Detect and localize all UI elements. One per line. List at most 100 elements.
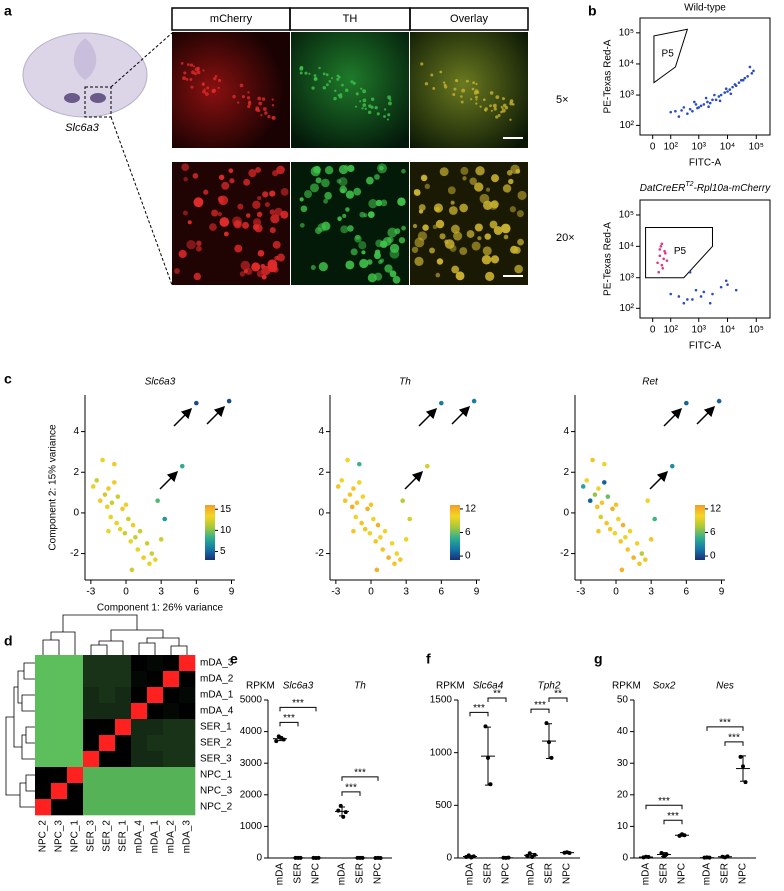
cell	[334, 89, 337, 93]
event-dot	[718, 99, 722, 103]
heat-cell	[51, 655, 68, 672]
cell	[475, 102, 478, 105]
column-label: SER_1	[118, 820, 129, 852]
cell	[362, 89, 367, 94]
row-label: mDA_4	[200, 706, 234, 717]
y-tick-label: 4000	[240, 726, 263, 737]
cell	[340, 225, 349, 234]
cell	[338, 76, 341, 79]
significance-bracket	[487, 697, 507, 702]
replicate-dot	[549, 755, 554, 760]
event-dot	[661, 266, 665, 270]
event-dot	[752, 69, 755, 73]
event-dot	[737, 81, 741, 84]
heat-cell	[163, 799, 180, 816]
cell-dot	[599, 500, 605, 506]
category-label: mDA	[275, 863, 286, 886]
heat-cell	[147, 799, 164, 816]
category-label: mDA	[641, 863, 652, 886]
cell	[313, 77, 318, 81]
heat-cell	[67, 767, 84, 784]
event-dot	[688, 107, 692, 111]
colorbar-label: 12	[465, 504, 477, 515]
cell-dot	[345, 457, 350, 463]
cell	[447, 186, 456, 195]
heat-cell	[99, 783, 116, 800]
cell	[493, 107, 497, 111]
y-tick-label: 2	[318, 467, 324, 478]
cell-dot	[362, 526, 368, 532]
replicate-dot	[483, 724, 488, 729]
cell	[345, 190, 355, 199]
cell-dot	[618, 539, 624, 544]
event-dot	[726, 283, 729, 286]
cell-dot	[382, 528, 388, 534]
x-tick-label: 6	[684, 587, 690, 598]
significance-label: ***	[292, 698, 304, 709]
heat-cell	[115, 799, 132, 816]
cell	[485, 271, 495, 282]
cell	[344, 88, 349, 93]
cell-dot	[380, 547, 386, 552]
heat-cell	[67, 655, 84, 672]
gene-label: Slc6a3	[283, 681, 314, 692]
cell	[435, 272, 441, 278]
cell	[389, 270, 397, 278]
cell-dot	[400, 498, 405, 504]
cell	[388, 101, 392, 106]
cell-dot	[594, 504, 600, 510]
cell	[497, 113, 501, 117]
cell	[379, 165, 384, 171]
cell	[439, 70, 443, 74]
cell	[269, 209, 275, 215]
cell	[474, 223, 483, 232]
cell	[217, 78, 222, 83]
cell	[221, 181, 230, 190]
cell	[420, 62, 424, 66]
cell	[196, 66, 200, 71]
cell	[368, 199, 378, 209]
magnification: 5×	[556, 94, 569, 106]
significance-label: ***	[473, 703, 485, 714]
significance-bracket	[645, 804, 683, 810]
replicate-dot	[274, 739, 279, 744]
cell	[214, 74, 218, 78]
heat-cell	[83, 735, 100, 752]
cell-dot	[354, 500, 360, 506]
cell-dot	[130, 522, 136, 528]
column-label: NPC_2	[38, 820, 49, 853]
cell	[475, 98, 478, 101]
y-tick-label: 10²	[620, 303, 635, 314]
cell	[471, 87, 475, 91]
cell-dot	[100, 457, 105, 463]
heat-cell	[131, 751, 148, 768]
cell	[489, 104, 492, 108]
cell	[374, 174, 380, 180]
cell	[490, 109, 493, 112]
category-label: mDA	[337, 863, 348, 886]
cell-dot	[360, 494, 366, 499]
heat-cell	[147, 687, 164, 704]
event-dot	[717, 95, 721, 98]
event-dot	[665, 259, 669, 262]
plot-frame	[639, 199, 771, 319]
cell	[398, 237, 406, 244]
event-dot	[693, 100, 696, 104]
colorbar-label: 15	[220, 504, 232, 515]
cell-dot	[625, 547, 631, 552]
event-dot	[680, 109, 683, 112]
cell	[248, 169, 257, 178]
x-tick-label: -3	[576, 587, 585, 598]
cell	[460, 166, 469, 175]
cell	[243, 178, 251, 186]
heat-cell	[83, 799, 100, 816]
cell	[310, 166, 321, 177]
cell	[366, 176, 374, 185]
cell-dot	[153, 557, 158, 562]
cell	[417, 231, 428, 241]
panel-label: f	[426, 651, 431, 667]
heat-cell	[179, 751, 196, 768]
row-label: NPC_1	[200, 770, 233, 781]
cell	[444, 85, 448, 89]
significance-bracket	[663, 819, 683, 825]
